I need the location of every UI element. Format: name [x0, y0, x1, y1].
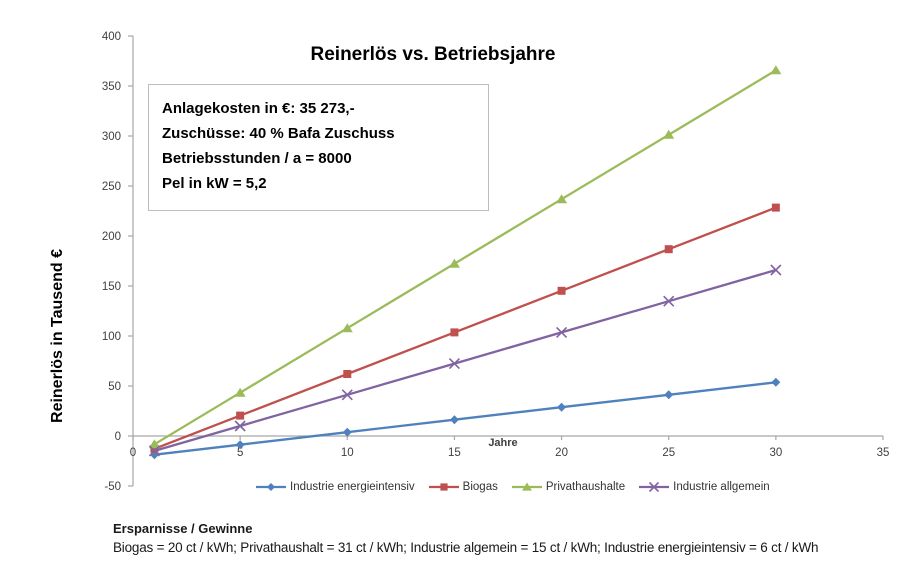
legend-label: Biogas: [462, 481, 498, 493]
y-tick-label: 300: [102, 131, 121, 143]
square-marker-icon: [450, 328, 459, 337]
y-axis-title: Reinerlös in Tausend €: [49, 249, 66, 423]
series-line-industrie-allgemein: [154, 268, 777, 453]
legend-item-industrie-allgemein: Industrie allgemein: [639, 481, 770, 493]
triangle-marker-icon: [663, 129, 675, 139]
square-marker-icon: [557, 286, 566, 295]
legend-swatch-x-icon: [639, 481, 670, 493]
x-tick-label: 35: [877, 447, 890, 459]
x-tick-label: 5: [237, 447, 243, 459]
annotation-line-pel: Pel in kW = 5,2: [162, 175, 267, 192]
x-marker-icon: [663, 295, 675, 307]
legend-label: Industrie allgemein: [673, 481, 770, 493]
x-axis-title: Jahre: [488, 437, 518, 449]
y-tick-label: 400: [102, 31, 121, 43]
triangle-marker-icon: [521, 482, 532, 491]
triangle-marker-icon: [556, 194, 568, 204]
square-marker-icon: [440, 483, 448, 491]
annotation-box: Anlagekosten in €: 35 273,- Zuschüsse: 4…: [148, 84, 489, 211]
y-tick-label: 50: [108, 381, 121, 393]
x-tick-label: 0: [130, 447, 136, 459]
legend-swatch-diamond-icon: [256, 482, 286, 492]
annotation-line-betriebsstunden: Betriebsstunden / a = 8000: [162, 150, 352, 167]
y-tick-label: -50: [104, 481, 121, 493]
legend-label: Industrie energieintensiv: [290, 481, 415, 493]
x-marker-icon: [341, 389, 353, 401]
annotation-line-zuschuesse: Zuschüsse: 40 % Bafa Zuschuss: [162, 125, 395, 142]
diamond-marker-icon: [664, 390, 674, 400]
footnote-text: Biogas = 20 ct / kWh; Privathaushalt = 3…: [113, 540, 819, 555]
x-tick-label: 15: [448, 447, 461, 459]
diamond-marker-icon: [266, 482, 276, 492]
chart-legend: Industrie energieintensiv Biogas Privath…: [256, 481, 770, 493]
legend-item-privathaushalte: Privathaushalte: [511, 481, 626, 493]
legend-swatch-square-icon: [428, 483, 459, 491]
square-marker-icon: [343, 370, 352, 378]
x-tick-label: 10: [341, 447, 354, 459]
chart-title: Reinerlös vs. Betriebsjahre: [310, 44, 556, 65]
y-tick-label: 250: [102, 181, 121, 193]
triangle-marker-icon: [448, 258, 460, 268]
x-marker-icon: [556, 326, 568, 338]
footnote-heading: Ersparnisse / Gewinne: [113, 521, 253, 536]
x-tick-label: 25: [662, 447, 675, 459]
triangle-marker-icon: [234, 387, 246, 397]
series-line-biogas: [154, 206, 777, 450]
y-tick-label: 0: [115, 431, 121, 443]
diamond-marker-icon: [235, 440, 245, 450]
legend-item-industrie-energieintensiv: Industrie energieintensiv: [256, 481, 415, 493]
diamond-marker-icon: [342, 427, 352, 437]
x-marker-icon: [649, 481, 660, 493]
square-marker-icon: [771, 203, 780, 212]
x-marker-icon: [448, 358, 460, 370]
legend-swatch-triangle-icon: [511, 482, 542, 491]
diamond-marker-icon: [557, 402, 567, 412]
square-marker-icon: [236, 411, 245, 420]
x-marker-icon: [770, 264, 782, 276]
y-tick-label: 150: [102, 281, 121, 293]
triangle-marker-icon: [341, 323, 353, 333]
x-tick-label: 20: [555, 447, 568, 459]
legend-item-biogas: Biogas: [428, 481, 498, 493]
x-tick-label: 30: [769, 447, 782, 459]
diamond-marker-icon: [449, 415, 459, 425]
y-tick-label: 350: [102, 81, 121, 93]
square-marker-icon: [664, 245, 673, 254]
triangle-marker-icon: [148, 439, 160, 449]
x-marker-icon: [148, 445, 160, 457]
x-marker-icon: [234, 420, 246, 432]
annotation-line-anlagekosten: Anlagekosten in €: 35 273,-: [162, 100, 355, 117]
y-tick-label: 100: [102, 331, 121, 343]
legend-label: Privathaushalte: [545, 481, 626, 493]
diamond-marker-icon: [771, 377, 781, 387]
y-tick-label: 200: [102, 231, 121, 243]
triangle-marker-icon: [770, 65, 782, 75]
square-marker-icon: [150, 444, 159, 453]
